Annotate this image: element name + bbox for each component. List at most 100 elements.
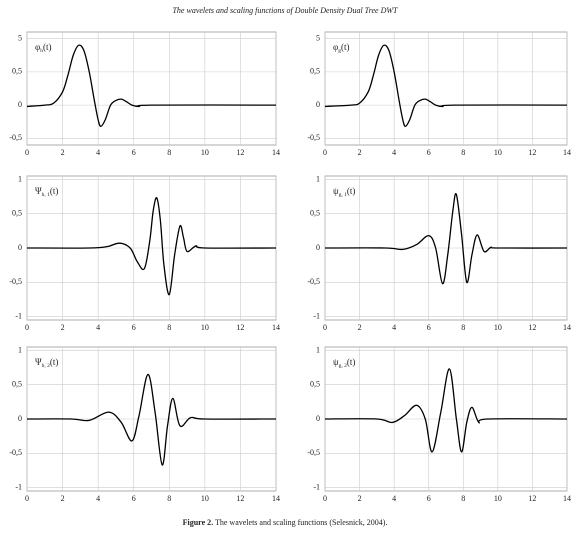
- function-curve: [324, 44, 568, 128]
- y-tick-label: 0: [18, 414, 22, 423]
- figure-caption: Figure 2. The wavelets and scaling funct…: [183, 518, 388, 527]
- x-tick-label: 14: [272, 148, 280, 157]
- label-argument: (t): [50, 357, 59, 367]
- label-argument: (t): [347, 186, 356, 196]
- x-tick-label: 0: [25, 148, 29, 157]
- x-tick-label: 0: [323, 148, 327, 157]
- y-tick-label: -1: [313, 311, 320, 320]
- x-tick-label: 0: [323, 323, 327, 332]
- chart-panel: 0 2 4 6 8 10 12 14 -1 -0,5 0 0,5 1 ψg, 1(t): [307, 174, 571, 332]
- figure-title: The wavelets and scaling functions of Do…: [172, 6, 398, 15]
- x-tick-label: 12: [528, 323, 536, 332]
- label-symbol: φ: [35, 42, 40, 52]
- y-tick-label: 0,5: [12, 380, 22, 389]
- y-tick-label: 0: [18, 243, 22, 252]
- y-tick-label: -1: [15, 482, 22, 491]
- x-tick-label: 2: [358, 323, 362, 332]
- label-subscript: g, 1: [339, 192, 348, 198]
- x-tick-label: 6: [427, 148, 431, 157]
- caption-label: Figure 2.: [183, 518, 214, 527]
- x-tick-label: 6: [427, 494, 431, 503]
- x-tick-label: 12: [236, 494, 244, 503]
- x-tick-label: 6: [132, 148, 136, 157]
- y-tick-label: 1: [18, 174, 22, 183]
- x-tick-label: 2: [61, 494, 65, 503]
- y-tick-label: 1: [316, 174, 320, 183]
- x-tick-label: 10: [201, 323, 209, 332]
- y-tick-label: -0,5: [9, 133, 22, 142]
- x-tick-label: 6: [132, 494, 136, 503]
- x-tick-label: 8: [167, 494, 171, 503]
- x-tick-label: 4: [96, 148, 100, 157]
- function-label: ψg, 2(t): [333, 357, 355, 369]
- x-tick-label: 0: [25, 323, 29, 332]
- y-tick-label: -1: [313, 482, 320, 491]
- y-tick-label: -0,5: [307, 133, 320, 142]
- x-tick-label: 12: [528, 148, 536, 157]
- x-tick-label: 8: [167, 148, 171, 157]
- x-tick-label: 10: [201, 148, 209, 157]
- x-tick-label: 12: [236, 323, 244, 332]
- y-tick-label: -0,5: [9, 448, 22, 457]
- label-symbol: Ψ: [35, 186, 42, 196]
- y-tick-label: 5: [316, 33, 320, 42]
- x-tick-label: 4: [392, 494, 396, 503]
- label-subscript: h, 2: [42, 363, 51, 369]
- x-tick-label: 8: [461, 494, 465, 503]
- x-tick-label: 6: [132, 323, 136, 332]
- function-curve: [26, 44, 277, 128]
- x-tick-label: 12: [236, 148, 244, 157]
- x-tick-label: 12: [528, 494, 536, 503]
- y-tick-label: 1: [18, 345, 22, 354]
- function-label: φg(t): [333, 42, 349, 54]
- x-tick-label: 2: [61, 148, 65, 157]
- function-label: Ψh, 1(t): [35, 186, 58, 198]
- y-tick-label: 0: [18, 100, 22, 109]
- label-argument: (t): [341, 42, 350, 52]
- x-tick-label: 10: [494, 323, 502, 332]
- y-tick-label: 0,5: [12, 209, 22, 218]
- label-subscript: g, 2: [339, 363, 348, 369]
- x-tick-label: 4: [96, 323, 100, 332]
- x-tick-label: 14: [272, 494, 280, 503]
- y-tick-label: 0: [316, 414, 320, 423]
- x-tick-label: 0: [323, 494, 327, 503]
- x-tick-label: 14: [272, 323, 280, 332]
- y-tick-label: 0: [316, 243, 320, 252]
- x-tick-label: 2: [61, 323, 65, 332]
- x-tick-label: 4: [96, 494, 100, 503]
- x-tick-label: 10: [494, 148, 502, 157]
- x-tick-label: 2: [358, 494, 362, 503]
- x-tick-label: 8: [167, 323, 171, 332]
- label-argument: (t): [347, 357, 356, 367]
- chart-panel: 0 2 4 6 8 10 12 14 -1 -0,5 0 0,5 1 Ψh, 1(t): [9, 174, 280, 332]
- x-tick-label: 8: [461, 148, 465, 157]
- label-subscript: h, 1: [42, 192, 51, 198]
- y-tick-label: 0,5: [310, 380, 320, 389]
- y-tick-label: 0,5: [310, 209, 320, 218]
- label-symbol: φ: [333, 42, 338, 52]
- y-tick-label: -0,5: [9, 277, 22, 286]
- x-tick-label: 8: [461, 323, 465, 332]
- x-tick-label: 4: [392, 323, 396, 332]
- label-symbol: ψ: [333, 186, 339, 196]
- label-symbol: ψ: [333, 357, 339, 367]
- y-tick-label: -0,5: [307, 277, 320, 286]
- function-curve: [324, 368, 568, 453]
- label-subscript: h: [40, 48, 43, 54]
- y-tick-label: -1: [15, 311, 22, 320]
- x-tick-label: 14: [563, 323, 571, 332]
- function-curve: [26, 373, 277, 466]
- label-argument: (t): [43, 42, 52, 52]
- x-tick-label: 10: [494, 494, 502, 503]
- plot-area: [26, 31, 277, 146]
- function-label: φh(t): [35, 42, 51, 54]
- y-tick-label: 0: [316, 100, 320, 109]
- label-argument: (t): [50, 186, 59, 196]
- x-tick-label: 0: [25, 494, 29, 503]
- x-tick-label: 2: [358, 148, 362, 157]
- y-tick-label: 0,5: [12, 67, 22, 76]
- x-tick-label: 4: [392, 148, 396, 157]
